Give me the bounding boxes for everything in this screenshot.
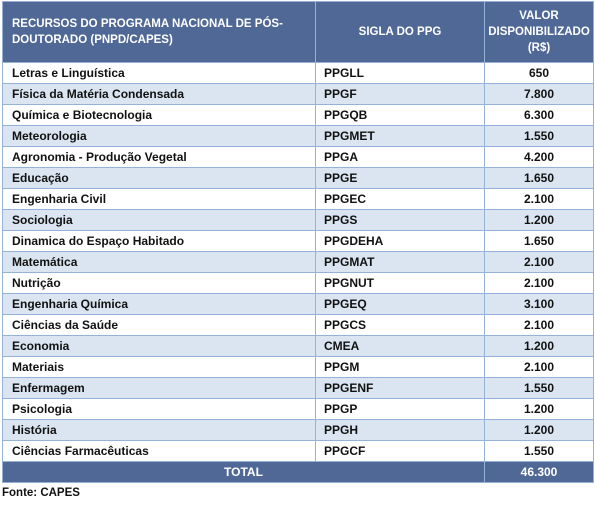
total-value: 46.300	[484, 461, 594, 483]
cell-sigla: PPGA	[315, 146, 485, 168]
cell-programa: História	[2, 419, 316, 441]
cell-programa: Psicologia	[2, 398, 316, 420]
cell-valor: 2.100	[484, 251, 594, 273]
table-row: Letras e Linguística PPGLL 650	[2, 62, 594, 84]
cell-sigla: PPGMET	[315, 125, 485, 147]
cell-sigla: PPGP	[315, 398, 485, 420]
cell-valor: 1.200	[484, 209, 594, 231]
cell-sigla: PPGMAT	[315, 251, 485, 273]
cell-programa: Física da Matéria Condensada	[2, 83, 316, 105]
table-row: Agronomia - Produção Vegetal PPGA 4.200	[2, 146, 594, 168]
cell-valor: 1.550	[484, 377, 594, 399]
table-row: Psicologia PPGP 1.200	[2, 398, 594, 420]
cell-valor: 1.200	[484, 335, 594, 357]
table-row: Ciências Farmacêuticas PPGCF 1.550	[2, 440, 594, 462]
header-programa: RECURSOS DO PROGRAMA NACIONAL DE PÓS-DOU…	[2, 1, 316, 63]
table-row: Engenharia Química PPGEQ 3.100	[2, 293, 594, 315]
table-row: História PPGH 1.200	[2, 419, 594, 441]
cell-programa: Economia	[2, 335, 316, 357]
cell-sigla: PPGM	[315, 356, 485, 378]
cell-sigla: PPGCF	[315, 440, 485, 462]
header-valor: VALOR DISPONIBILIZADO (R$)	[484, 1, 594, 63]
table-row: Química e Biotecnologia PPGQB 6.300	[2, 104, 594, 126]
cell-valor: 1.200	[484, 419, 594, 441]
cell-sigla: PPGF	[315, 83, 485, 105]
cell-sigla: PPGE	[315, 167, 485, 189]
table-header-row: RECURSOS DO PROGRAMA NACIONAL DE PÓS-DOU…	[2, 1, 594, 63]
table-row: Enfermagem PPGENF 1.550	[2, 377, 594, 399]
cell-sigla: PPGQB	[315, 104, 485, 126]
cell-programa: Meteorologia	[2, 125, 316, 147]
table-row: Materiais PPGM 2.100	[2, 356, 594, 378]
cell-sigla: PPGH	[315, 419, 485, 441]
cell-valor: 1.550	[484, 125, 594, 147]
cell-programa: Agronomia - Produção Vegetal	[2, 146, 316, 168]
cell-programa: Nutrição	[2, 272, 316, 294]
cell-programa: Enfermagem	[2, 377, 316, 399]
cell-sigla: PPGEC	[315, 188, 485, 210]
table-row: Sociologia PPGS 1.200	[2, 209, 594, 231]
cell-valor: 2.100	[484, 272, 594, 294]
cell-programa: Engenharia Civil	[2, 188, 316, 210]
table-row: Engenharia Civil PPGEC 2.100	[2, 188, 594, 210]
cell-sigla: PPGS	[315, 209, 485, 231]
table-row: Ciências da Saúde PPGCS 2.100	[2, 314, 594, 336]
pnpd-resources-table: RECURSOS DO PROGRAMA NACIONAL DE PÓS-DOU…	[2, 1, 594, 483]
header-valor-line1: VALOR	[519, 10, 559, 22]
table-row: Dinamica do Espaço Habitado PPGDEHA 1.650	[2, 230, 594, 252]
total-row: TOTAL 46.300	[2, 461, 594, 483]
cell-valor: 650	[484, 62, 594, 84]
cell-programa: Ciências da Saúde	[2, 314, 316, 336]
cell-valor: 2.100	[484, 188, 594, 210]
table-row: Nutrição PPGNUT 2.100	[2, 272, 594, 294]
cell-valor: 1.550	[484, 440, 594, 462]
cell-valor: 2.100	[484, 356, 594, 378]
cell-programa: Matemática	[2, 251, 316, 273]
cell-programa: Materiais	[2, 356, 316, 378]
cell-sigla: PPGLL	[315, 62, 485, 84]
cell-valor: 3.100	[484, 293, 594, 315]
table-row: Educação PPGE 1.650	[2, 167, 594, 189]
cell-programa: Sociologia	[2, 209, 316, 231]
cell-valor: 2.100	[484, 314, 594, 336]
cell-valor: 1.650	[484, 230, 594, 252]
cell-programa: Ciências Farmacêuticas	[2, 440, 316, 462]
cell-programa: Letras e Linguística	[2, 62, 316, 84]
cell-sigla: PPGDEHA	[315, 230, 485, 252]
header-sigla: SIGLA DO PPG	[315, 1, 485, 63]
cell-valor: 1.650	[484, 167, 594, 189]
cell-programa: Dinamica do Espaço Habitado	[2, 230, 316, 252]
total-label: TOTAL	[2, 461, 485, 483]
source-note: Fonte: CAPES	[2, 487, 80, 499]
table-body: Letras e Linguística PPGLL 650 Física da Ma…	[2, 62, 594, 462]
cell-valor: 1.200	[484, 398, 594, 420]
table-row: Matemática PPGMAT 2.100	[2, 251, 594, 273]
cell-valor: 4.200	[484, 146, 594, 168]
cell-valor: 7.800	[484, 83, 594, 105]
cell-programa: Engenharia Química	[2, 293, 316, 315]
table-row: Física da Matéria Condensada PPGF 7.800	[2, 83, 594, 105]
header-valor-line2: DISPONIBILIZADO	[488, 26, 590, 38]
cell-sigla: PPGCS	[315, 314, 485, 336]
table-row: Economia CMEA 1.200	[2, 335, 594, 357]
table-row: Meteorologia PPGMET 1.550	[2, 125, 594, 147]
cell-programa: Química e Biotecnologia	[2, 104, 316, 126]
cell-sigla: PPGNUT	[315, 272, 485, 294]
cell-programa: Educação	[2, 167, 316, 189]
cell-sigla: PPGEQ	[315, 293, 485, 315]
cell-sigla: CMEA	[315, 335, 485, 357]
cell-sigla: PPGENF	[315, 377, 485, 399]
header-valor-line3: (R$)	[527, 42, 551, 54]
cell-valor: 6.300	[484, 104, 594, 126]
